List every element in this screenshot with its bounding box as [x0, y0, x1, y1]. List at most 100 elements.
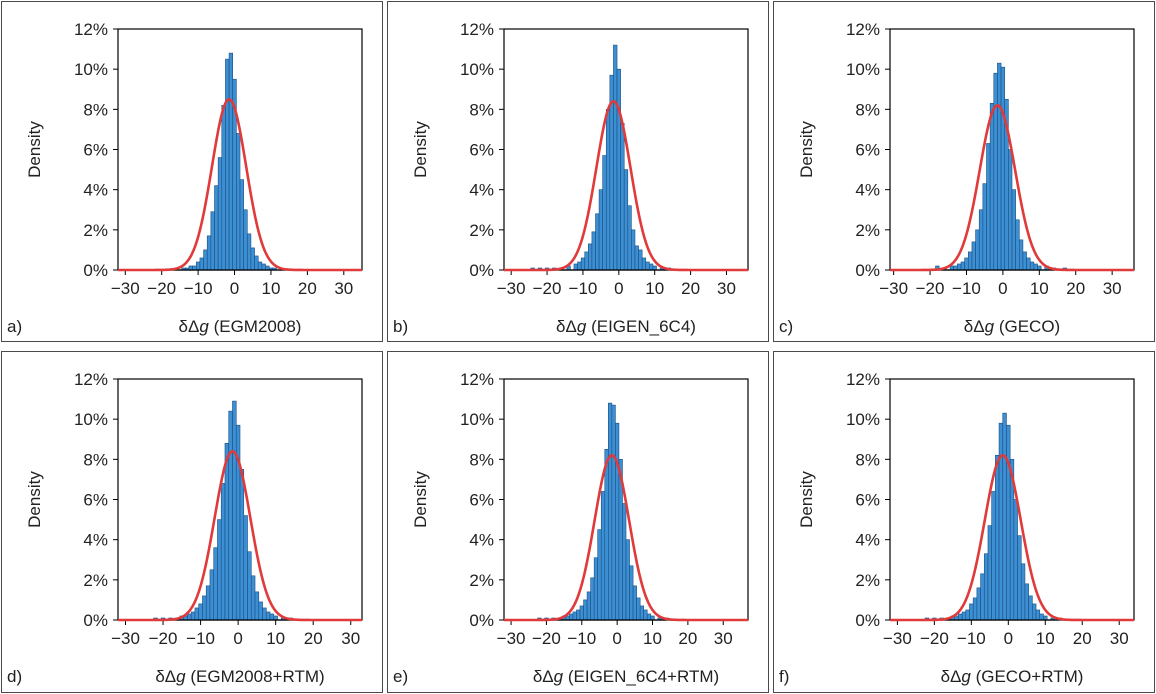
x-axis-title-prefix: δΔ: [179, 317, 200, 336]
histogram-bar: [625, 539, 630, 621]
histogram-bar: [577, 261, 582, 271]
x-tick-label: 30: [717, 279, 736, 298]
histogram-bar: [580, 257, 586, 271]
y-tick-label: 2%: [83, 221, 108, 240]
histogram-bar: [986, 143, 991, 271]
histogram-bar: [1013, 499, 1018, 621]
x-tick-label: 30: [1103, 279, 1122, 298]
x-axis-title: δΔg (GECO): [964, 317, 1060, 336]
histogram-bar: [608, 402, 613, 621]
histogram-bar: [565, 615, 570, 621]
histogram-bar: [646, 613, 652, 621]
histogram-bar: [615, 422, 620, 621]
histogram-bar: [967, 251, 973, 271]
x-axis-title-prefix: δΔ: [556, 317, 577, 336]
chart-svg: 0% 2% 4% 6% 8% 10% 12% −30 −20 −10 0 10 20 30 Density δ…: [393, 20, 749, 336]
histogram-bar: [258, 601, 263, 621]
x-axis-title-prefix: δΔ: [941, 667, 962, 686]
histogram-bar: [220, 483, 226, 621]
histogram-bar: [569, 613, 574, 621]
x-tick-label: −20: [532, 629, 561, 648]
x-tick-label: 20: [298, 279, 317, 298]
histogram-panel-c: 0% 2% 4% 6% 8% 10% 12% −30 −20 −10 0 10 20 30 Density δ…: [773, 1, 1155, 342]
x-axis-title-prefix: δΔ: [155, 667, 176, 686]
x-axis-title-prefix: δΔ: [533, 667, 554, 686]
histogram-bars: [181, 52, 277, 271]
x-tick-label: 0: [1004, 629, 1013, 648]
histogram-bar: [597, 529, 602, 621]
histogram-bar: [1035, 609, 1041, 621]
histogram-bar: [210, 211, 215, 271]
histogram-panel-a: 0% 2% 4% 6% 8% 10% 12% −30 −20 −10 0 10 20 30 Density δ…: [1, 1, 383, 342]
x-tick-label: −10: [567, 629, 596, 648]
histogram-bar: [202, 595, 207, 621]
histogram-bar: [1037, 265, 1042, 271]
x-tick-label: −20: [533, 279, 562, 298]
histogram-bar: [217, 519, 222, 621]
histogram-bar: [194, 607, 200, 621]
x-tick-label: 30: [714, 629, 733, 648]
histogram-bar: [243, 515, 248, 621]
y-tick-label: 12%: [846, 20, 880, 39]
x-axis-title-variable: g: [199, 317, 209, 336]
y-tick-label: 12%: [74, 20, 108, 39]
histogram-bar: [590, 577, 595, 621]
histogram-bar: [1043, 615, 1048, 621]
y-tick-label: 2%: [469, 221, 494, 240]
x-tick-label: −30: [111, 279, 140, 298]
y-tick-label: 12%: [74, 370, 108, 389]
histogram-bar: [623, 169, 629, 271]
histogram-bar: [995, 455, 1000, 621]
histogram-bar: [639, 605, 644, 621]
chart-svg: 0% 2% 4% 6% 8% 10% 12% −30 −20 −10 0 10 20 30 Density δ…: [7, 20, 363, 336]
histogram-panel-f: 0% 2% 4% 6% 8% 10% 12% −30 −20 −10 0 10 20 30 Density δ…: [773, 351, 1155, 693]
histogram-bar: [1026, 257, 1031, 271]
histogram-bar: [982, 183, 987, 271]
x-axis-title-variable: g: [985, 317, 995, 336]
y-tick-label: 10%: [460, 410, 494, 429]
histogram-bar: [971, 241, 976, 271]
x-tick-label: −20: [149, 629, 178, 648]
histogram-bar: [993, 72, 998, 271]
chart-svg: 0% 2% 4% 6% 8% 10% 12% −30 −20 −10 0 10 20 30 Density δ…: [393, 370, 749, 686]
histogram-bar: [960, 261, 965, 271]
x-tick-label: −20: [147, 279, 176, 298]
chart-svg: 0% 2% 4% 6% 8% 10% 12% −30 −20 −10 0 10 20 30 Density δ…: [779, 20, 1135, 336]
x-tick-label: −30: [497, 279, 526, 298]
histogram-bar: [1000, 66, 1006, 271]
x-tick-label: 30: [1110, 629, 1129, 648]
x-tick-label: 20: [1066, 279, 1085, 298]
x-axis-title-variable: g: [176, 667, 186, 686]
histogram-bar: [269, 613, 275, 621]
y-tick-label: 0%: [469, 611, 494, 630]
histogram-bar: [636, 597, 641, 621]
histogram-bar: [598, 189, 603, 271]
x-tick-label: −30: [497, 629, 526, 648]
histogram-bar: [265, 611, 271, 621]
x-tick-label: 20: [681, 279, 700, 298]
x-tick-label: 0: [614, 279, 623, 298]
y-tick-label: 4%: [83, 531, 108, 550]
histogram-bar: [604, 448, 609, 621]
histogram-bar: [969, 603, 974, 621]
y-tick-label: 0%: [469, 261, 494, 280]
y-tick-label: 8%: [855, 100, 880, 119]
x-tick-label: 20: [304, 629, 323, 648]
histogram-bar: [203, 249, 208, 271]
histogram-bar: [228, 410, 233, 621]
histogram-bar: [583, 599, 588, 621]
histogram-bar: [645, 261, 650, 271]
y-tick-label: 8%: [83, 450, 108, 469]
x-axis-title-suffix: (GECO+RTM): [971, 667, 1084, 686]
histogram-bar: [247, 551, 252, 621]
histogram-bar: [976, 587, 981, 621]
histogram-bar: [602, 155, 607, 271]
histogram-bar: [652, 265, 657, 271]
histogram-bar: [1039, 613, 1044, 621]
y-tick-label: 8%: [469, 100, 494, 119]
chart-svg: 0% 2% 4% 6% 8% 10% 12% −30 −20 −10 0 10 20 30 Density δ…: [779, 370, 1135, 686]
histogram-bar: [605, 109, 611, 271]
x-axis-title-suffix: (GECO): [994, 317, 1060, 336]
y-tick-label: 10%: [460, 60, 494, 79]
histogram-bar: [250, 247, 255, 271]
